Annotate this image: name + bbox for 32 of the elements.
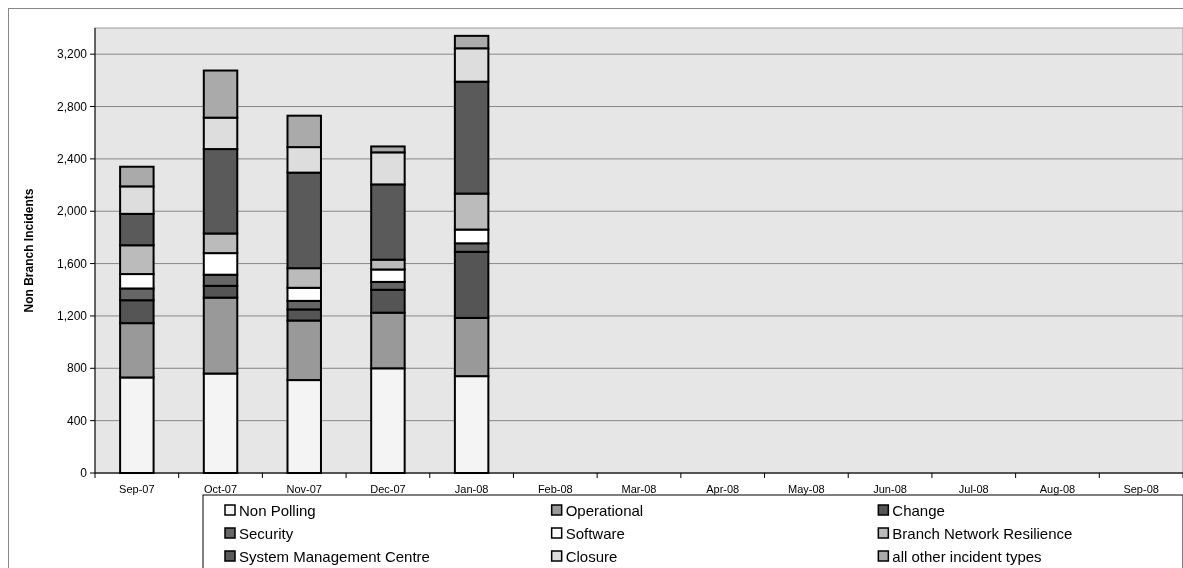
x-tick-label: Nov-07 bbox=[286, 483, 322, 495]
x-tick-label: Feb-08 bbox=[537, 483, 573, 495]
y-tick-label: 800 bbox=[66, 361, 88, 376]
x-tick-label: Mar-08 bbox=[621, 483, 657, 495]
legend-label: Software bbox=[565, 525, 625, 543]
legend-label: Closure bbox=[565, 548, 618, 566]
y-tick-label: 1,600 bbox=[56, 256, 88, 271]
legend-label: all other incident types bbox=[892, 548, 1042, 566]
legend-label: Branch Network Resilience bbox=[892, 525, 1073, 543]
legend-label: Operational bbox=[565, 502, 644, 520]
x-tick-label: Sep-07 bbox=[119, 483, 155, 495]
y-tick-label: 3,200 bbox=[56, 47, 88, 62]
y-axis-title: Non Branch Incidents bbox=[22, 188, 36, 313]
x-tick-label: May-08 bbox=[788, 483, 825, 495]
x-tick-label: Sep-08 bbox=[1123, 483, 1159, 495]
legend-label: Security bbox=[239, 525, 294, 543]
x-tick-label: Dec-07 bbox=[370, 483, 406, 495]
y-tick-label: 1,200 bbox=[56, 309, 88, 324]
legend-label: Non Polling bbox=[239, 502, 316, 520]
y-tick-label: 0 bbox=[80, 466, 88, 481]
legend-label: System Management Centre bbox=[239, 548, 430, 566]
x-tick-label: Apr-08 bbox=[706, 483, 740, 495]
y-tick-label: 400 bbox=[66, 413, 88, 428]
legend-label: Change bbox=[892, 502, 945, 520]
x-tick-label: Aug-08 bbox=[1039, 483, 1076, 495]
y-tick-label: 2,800 bbox=[56, 99, 88, 114]
x-tick-label: Jul-08 bbox=[958, 483, 989, 495]
x-tick-label: Jan-08 bbox=[454, 483, 489, 495]
y-tick-label: 2,400 bbox=[56, 152, 88, 167]
y-tick-label: 2,000 bbox=[56, 204, 88, 219]
x-tick-label: Oct-07 bbox=[204, 483, 238, 495]
x-tick-label: Jun-08 bbox=[873, 483, 907, 495]
